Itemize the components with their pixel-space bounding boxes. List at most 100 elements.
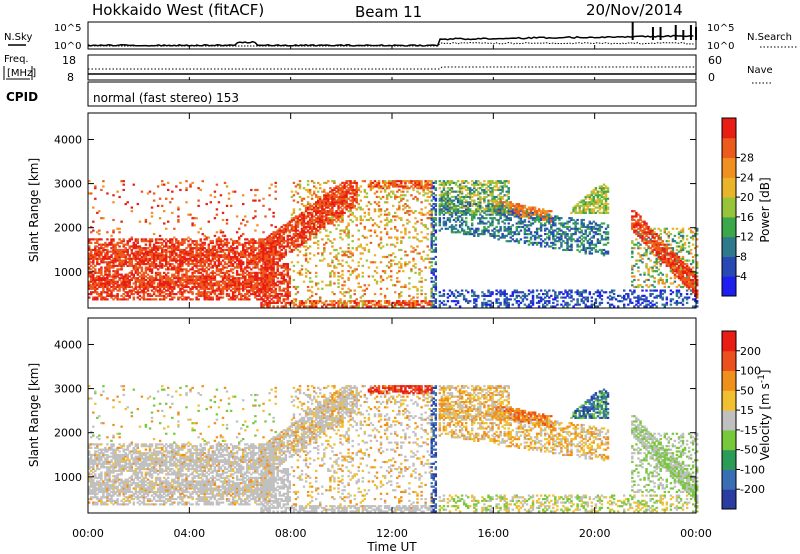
power-cell: [179, 181, 182, 184]
power-cell: [375, 203, 379, 206]
power-cell: [215, 250, 219, 253]
power-cell: [274, 190, 277, 193]
power-cell: [203, 241, 206, 244]
power-cell: [262, 303, 265, 306]
power-cell: [292, 241, 296, 244]
power-cell: [310, 231, 314, 234]
power-cell: [195, 280, 198, 283]
power-cell: [347, 204, 350, 207]
power-cell: [205, 298, 208, 301]
power-cell: [383, 305, 387, 308]
power-cell: [278, 231, 281, 234]
power-cell: [252, 257, 255, 260]
power-cell: [260, 245, 263, 248]
power-cell: [233, 287, 237, 290]
power-cell: [319, 296, 322, 299]
power-cell: [92, 291, 95, 294]
power-cell: [92, 280, 95, 283]
power-cell: [201, 268, 204, 271]
power-cell: [223, 243, 227, 246]
power-cell: [373, 229, 377, 232]
power-cell: [357, 245, 360, 248]
power-cell: [304, 204, 308, 207]
power-cell: [365, 259, 369, 262]
power-cell: [262, 285, 265, 289]
power-cell: [215, 241, 219, 244]
power-cell: [440, 194, 444, 197]
power-cell: [191, 217, 194, 220]
power-cell: [156, 282, 160, 285]
power-cell: [333, 201, 336, 204]
power-cell: [280, 231, 283, 234]
power-cell: [116, 241, 119, 244]
power-cell: [394, 284, 397, 287]
power-cell: [215, 282, 219, 285]
power-cell: [260, 275, 263, 278]
power-cell: [175, 275, 178, 278]
power-cell: [142, 285, 146, 289]
power-cell: [106, 270, 109, 273]
power-cell: [422, 224, 425, 227]
power-cell: [333, 204, 336, 207]
power-cell: [308, 280, 312, 283]
power-cell: [359, 243, 363, 246]
power-cell: [167, 245, 170, 248]
power-cell: [337, 218, 340, 222]
power-cell: [126, 294, 129, 297]
power-cell: [317, 203, 320, 206]
power-cell: [270, 273, 273, 276]
power-cell: [304, 275, 308, 278]
power-cell: [233, 190, 237, 193]
power-cell: [235, 282, 239, 285]
power-cell: [223, 248, 227, 252]
power-cell: [142, 273, 146, 276]
power-cell: [175, 270, 178, 273]
power-cell: [169, 287, 172, 290]
power-cell: [420, 289, 423, 292]
power-cell: [92, 254, 95, 257]
power-cell: [177, 280, 180, 283]
power-cell: [270, 240, 273, 243]
power-cell: [136, 280, 140, 283]
power-cell: [195, 263, 198, 266]
power-cell: [126, 291, 129, 294]
power-cell: [412, 250, 415, 253]
power-cell: [144, 278, 148, 282]
power-cell: [246, 273, 249, 276]
power-cell: [357, 187, 360, 190]
power-cell: [290, 240, 294, 243]
power-cell: [161, 278, 164, 282]
power-cell: [304, 241, 308, 244]
power-cell: [221, 287, 225, 290]
power-cell: [197, 261, 200, 264]
power-cell: [385, 217, 389, 220]
power-cell: [266, 250, 269, 253]
power-cell: [339, 215, 342, 218]
power-cell: [315, 213, 318, 216]
power-cell: [148, 268, 152, 271]
power-cell: [310, 225, 314, 229]
power-cell: [418, 183, 421, 186]
power-cell: [124, 298, 127, 301]
power-cell: [428, 266, 431, 269]
power-cell: [420, 285, 423, 289]
power-cell: [116, 255, 119, 259]
power-cell: [430, 243, 433, 246]
power-cell: [381, 255, 385, 259]
power-cell: [199, 227, 202, 230]
power-cell: [394, 194, 397, 197]
power-cell: [140, 270, 144, 273]
power-cell: [213, 284, 217, 287]
power-cell: [383, 183, 387, 186]
power-cell: [229, 298, 233, 301]
power-cell: [238, 280, 241, 283]
power-cell: [213, 289, 217, 292]
power-cell: [138, 271, 142, 274]
power-cell: [440, 210, 444, 213]
power-cell: [308, 305, 312, 308]
power-cell: [347, 270, 350, 273]
power-cell: [193, 285, 196, 289]
power-cell: [229, 270, 233, 273]
power-cell: [471, 227, 474, 230]
power-cell: [394, 291, 397, 294]
